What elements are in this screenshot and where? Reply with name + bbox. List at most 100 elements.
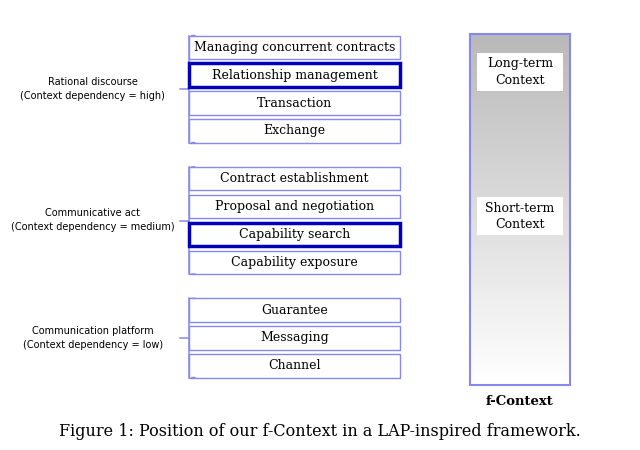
Bar: [189, 195, 400, 218]
Text: Short-term
Context: Short-term Context: [485, 202, 555, 230]
Bar: [470, 40, 570, 43]
Bar: [470, 218, 570, 220]
Bar: [470, 202, 570, 204]
Bar: [470, 58, 570, 60]
Bar: [470, 193, 570, 195]
Bar: [470, 277, 570, 279]
Bar: [470, 142, 570, 144]
Bar: [470, 270, 570, 272]
Bar: [470, 128, 570, 130]
Bar: [470, 324, 570, 327]
Text: Messaging: Messaging: [260, 332, 329, 344]
Text: Proposal and negotiation: Proposal and negotiation: [215, 200, 374, 213]
Bar: [470, 184, 570, 186]
Bar: [470, 267, 570, 269]
Bar: [470, 33, 570, 36]
Bar: [470, 323, 570, 325]
Bar: [470, 177, 570, 180]
Bar: [470, 42, 570, 44]
Bar: [470, 139, 570, 141]
Bar: [470, 279, 570, 281]
Bar: [470, 307, 570, 309]
Text: Rational discourse
(Context dependency = high): Rational discourse (Context dependency =…: [20, 77, 165, 101]
Bar: [470, 151, 570, 153]
Text: Communication platform
(Context dependency = low): Communication platform (Context dependen…: [23, 326, 163, 350]
Bar: [470, 216, 570, 218]
Bar: [470, 65, 570, 67]
Bar: [470, 298, 570, 301]
Bar: [470, 300, 570, 302]
Bar: [470, 84, 570, 86]
Bar: [470, 305, 570, 307]
Bar: [470, 321, 570, 323]
Bar: [470, 176, 570, 178]
Bar: [470, 330, 570, 332]
Bar: [470, 61, 570, 63]
Bar: [470, 283, 570, 285]
Bar: [470, 119, 570, 122]
Bar: [470, 172, 570, 174]
Bar: [470, 288, 570, 290]
Bar: [470, 111, 570, 112]
Bar: [470, 183, 570, 184]
Bar: [470, 372, 570, 374]
Text: Transaction: Transaction: [257, 97, 332, 109]
Bar: [470, 367, 570, 369]
Bar: [470, 86, 570, 88]
Bar: [470, 90, 570, 92]
Bar: [470, 265, 570, 267]
Bar: [470, 47, 570, 50]
Bar: [470, 35, 570, 37]
Bar: [470, 248, 570, 250]
Bar: [470, 93, 570, 95]
Bar: [470, 117, 570, 120]
Text: Contract establishment: Contract establishment: [220, 172, 369, 185]
Bar: [470, 195, 570, 197]
Bar: [470, 293, 570, 295]
Text: Managing concurrent contracts: Managing concurrent contracts: [194, 41, 395, 54]
Bar: [470, 49, 570, 51]
Bar: [470, 347, 570, 350]
Bar: [470, 381, 570, 383]
Bar: [470, 232, 570, 234]
Bar: [470, 341, 570, 342]
Bar: [470, 209, 570, 211]
Bar: [470, 107, 570, 109]
Bar: [470, 39, 570, 41]
Bar: [470, 160, 570, 162]
Bar: [470, 358, 570, 360]
Bar: [470, 205, 570, 207]
Bar: [470, 130, 570, 132]
Bar: [470, 238, 570, 241]
Bar: [470, 44, 570, 46]
Bar: [470, 146, 570, 148]
Bar: [470, 212, 570, 215]
Bar: [189, 298, 400, 322]
Bar: [470, 114, 570, 116]
Bar: [470, 166, 570, 169]
Bar: [470, 370, 570, 373]
Bar: [470, 56, 570, 58]
Bar: [470, 297, 570, 299]
Bar: [470, 158, 570, 160]
Bar: [470, 309, 570, 311]
Bar: [470, 123, 570, 125]
Bar: [189, 119, 400, 143]
Bar: [470, 198, 570, 201]
Bar: [470, 112, 570, 114]
Bar: [470, 54, 570, 57]
Bar: [477, 53, 563, 91]
Bar: [470, 219, 570, 221]
Bar: [470, 261, 570, 264]
Bar: [470, 289, 570, 292]
Bar: [470, 295, 570, 297]
Bar: [470, 105, 570, 108]
Bar: [470, 228, 570, 230]
Bar: [470, 318, 570, 320]
Bar: [470, 263, 570, 266]
Bar: [470, 310, 570, 313]
Bar: [470, 67, 570, 69]
Bar: [470, 121, 570, 123]
Bar: [470, 68, 570, 71]
Bar: [470, 200, 570, 202]
